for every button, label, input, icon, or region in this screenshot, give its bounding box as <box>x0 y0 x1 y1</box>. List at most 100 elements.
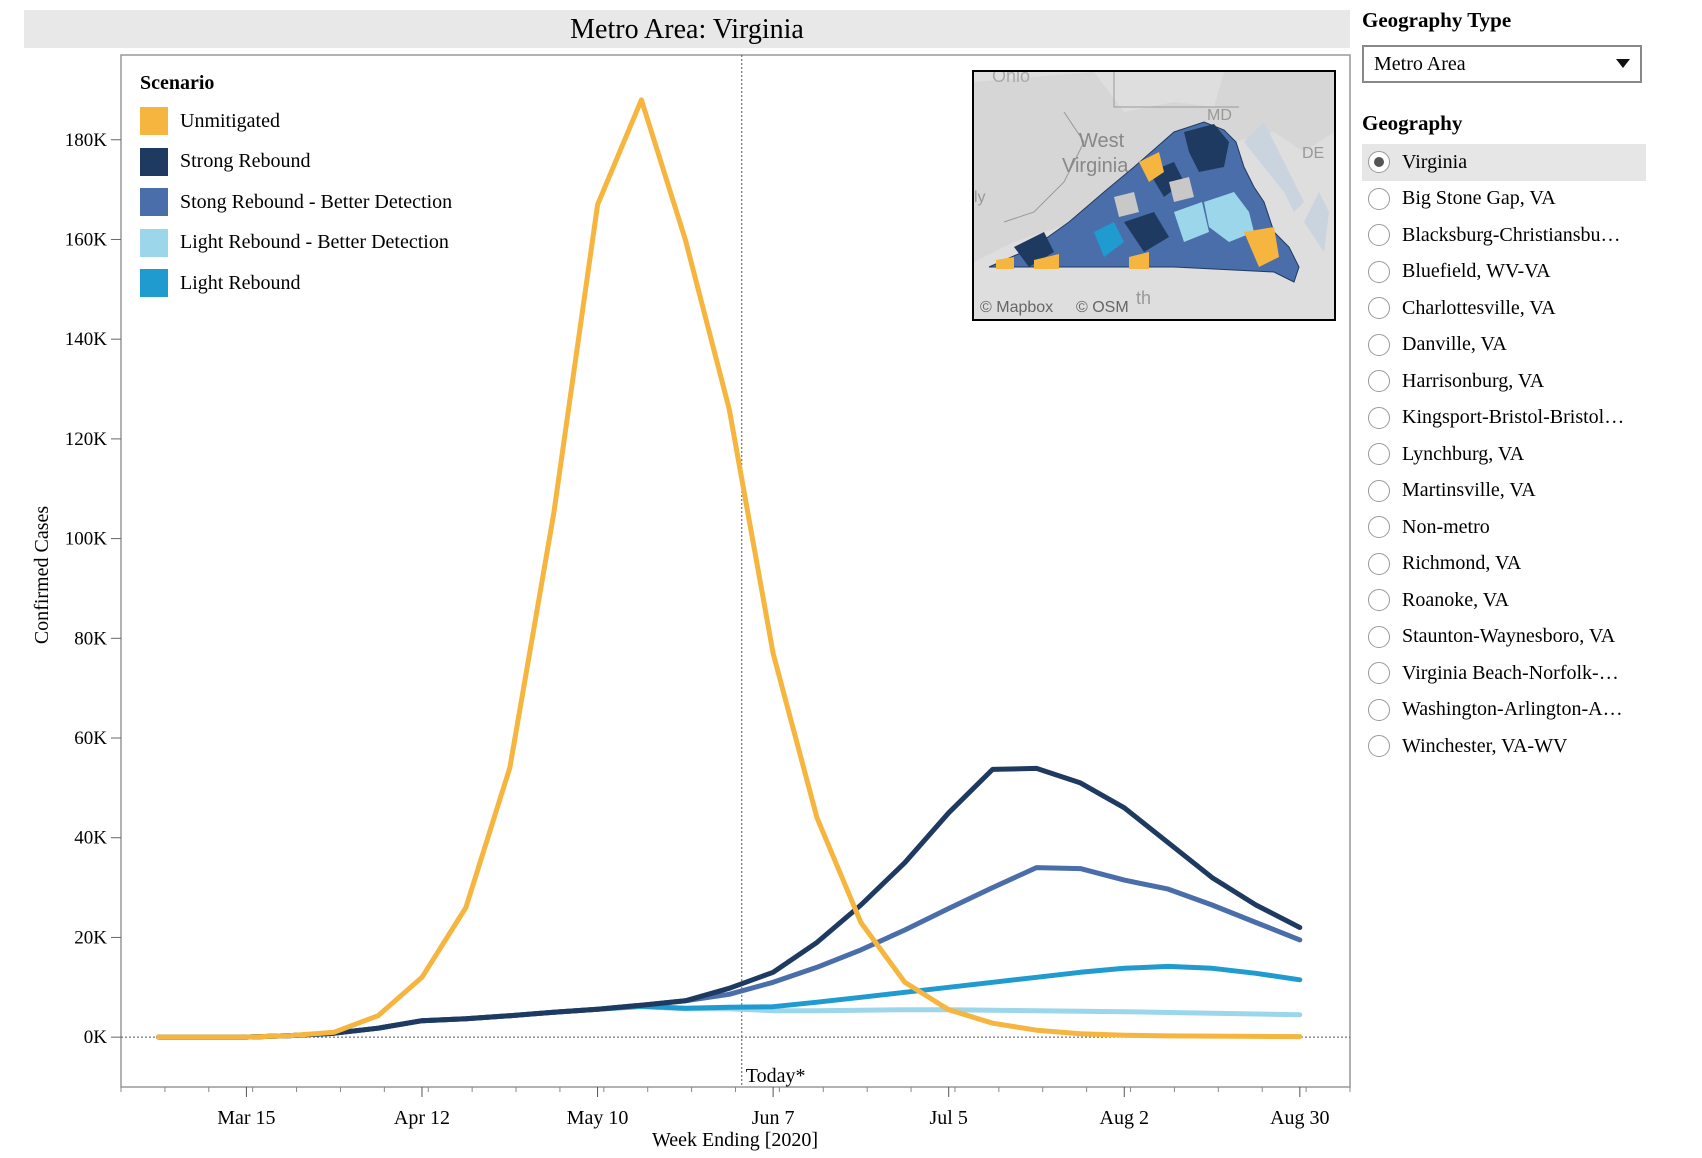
geography-radio-list: Virginia Big Stone Gap, VA Blacksburg-Chri… <box>1362 144 1662 765</box>
x-axis: Mar 15 Apr 12 May 10 Jun 7 Jul 5 Aug 2 Aug 30 <box>120 1087 1351 1129</box>
geography-option[interactable]: Lynchburg, VA <box>1362 436 1646 473</box>
geography-option-label: Virginia Beach-Norfolk-… <box>1402 661 1619 684</box>
mapbox-attribution[interactable]: © Mapbox <box>980 299 1053 316</box>
geography-type-dropdown[interactable]: Metro Area <box>1362 45 1642 83</box>
geography-option[interactable]: Martinsville, VA <box>1362 473 1646 510</box>
legend-label: Light Rebound <box>180 271 301 294</box>
y-tick-label: 100K <box>65 529 108 550</box>
radio-unchecked-icon[interactable] <box>1368 662 1390 685</box>
radio-checked-icon[interactable] <box>1368 151 1390 174</box>
geography-option-label: Kingsport-Bristol-Bristol… <box>1402 406 1625 429</box>
radio-unchecked-icon[interactable] <box>1368 297 1390 320</box>
y-axis: 0K 20K 40K 60K 80K 100K 120K 140K 160K 180K <box>65 130 1350 1048</box>
legend-label: Unmitigated <box>180 109 280 132</box>
x-tick-label: Jun 7 <box>752 1107 795 1129</box>
geography-option-label: Lynchburg, VA <box>1402 442 1525 465</box>
y-tick-label: 180K <box>65 130 108 151</box>
legend-title: Scenario <box>140 72 215 94</box>
geography-option-label: Danville, VA <box>1402 333 1507 356</box>
map-label-md: MD <box>1207 107 1232 124</box>
y-tick-label: 80K <box>74 628 107 649</box>
geography-option-label: Virginia <box>1402 150 1468 173</box>
geography-option[interactable]: Roanoke, VA <box>1362 582 1646 619</box>
chevron-down-icon <box>1616 59 1630 68</box>
y-tick-label: 160K <box>65 229 108 250</box>
osm-attribution[interactable]: © OSM <box>1076 299 1129 316</box>
radio-unchecked-icon[interactable] <box>1368 589 1390 612</box>
radio-unchecked-icon[interactable] <box>1368 224 1390 247</box>
legend-swatch <box>140 228 168 257</box>
radio-unchecked-icon[interactable] <box>1368 333 1390 356</box>
radio-unchecked-icon[interactable] <box>1368 479 1390 502</box>
legend-swatch <box>140 188 168 217</box>
radio-unchecked-icon[interactable] <box>1368 187 1390 210</box>
geography-option[interactable]: Winchester, VA-WV <box>1362 728 1646 765</box>
legend-item[interactable]: Strong Rebound <box>140 142 452 183</box>
map-inset[interactable]: Ohio MD West Virginia DE ly th © Mapbox … <box>972 70 1336 321</box>
geography-option-label: Roanoke, VA <box>1402 588 1510 611</box>
geography-option-label: Winchester, VA-WV <box>1402 734 1568 757</box>
y-tick-label: 20K <box>74 927 107 948</box>
geography-option[interactable]: Washington-Arlington-A… <box>1362 692 1646 729</box>
map-label-virginia: Virginia <box>1062 155 1129 177</box>
x-tick-label: May 10 <box>567 1107 629 1129</box>
map-label-ly: ly <box>974 189 986 206</box>
geography-option[interactable]: Virginia <box>1362 144 1646 181</box>
radio-unchecked-icon[interactable] <box>1368 443 1390 466</box>
radio-unchecked-icon[interactable] <box>1368 552 1390 575</box>
virginia-map: Ohio MD West Virginia DE ly th © Mapbox … <box>974 72 1334 319</box>
legend-item[interactable]: Stong Rebound - Better Detection <box>140 182 452 223</box>
radio-unchecked-icon[interactable] <box>1368 735 1390 758</box>
geography-option[interactable]: Staunton-Waynesboro, VA <box>1362 619 1646 656</box>
geography-option[interactable]: Big Stone Gap, VA <box>1362 181 1646 218</box>
geography-option-label: Staunton-Waynesboro, VA <box>1402 625 1616 648</box>
map-label-west: West <box>1079 130 1125 152</box>
y-tick-label: 140K <box>65 329 108 350</box>
geography-option[interactable]: Non-metro <box>1362 509 1646 546</box>
y-tick-label: 40K <box>74 828 107 849</box>
x-axis-title: Week Ending [2020] <box>652 1129 818 1151</box>
radio-unchecked-icon[interactable] <box>1368 625 1390 648</box>
geography-option-label: Charlottesville, VA <box>1402 296 1556 319</box>
map-label-th: th <box>1136 288 1151 308</box>
geography-option-label: Blacksburg-Christiansbu… <box>1402 223 1621 246</box>
series-line-strong-rebound <box>156 765 1303 1040</box>
y-tick-label: 120K <box>65 429 108 450</box>
geography-type-value: Metro Area <box>1374 52 1466 75</box>
geography-option[interactable]: Virginia Beach-Norfolk-… <box>1362 655 1646 692</box>
geography-option[interactable]: Harrisonburg, VA <box>1362 363 1646 400</box>
legend-label: Light Rebound - Better Detection <box>180 231 449 254</box>
radio-unchecked-icon[interactable] <box>1368 406 1390 429</box>
geography-option-label: Martinsville, VA <box>1402 479 1536 502</box>
geography-option-label: Big Stone Gap, VA <box>1402 187 1556 210</box>
legend: Scenario Unmitigated Strong Rebound Stong … <box>140 72 452 304</box>
legend-label: Stong Rebound - Better Detection <box>180 190 453 213</box>
radio-unchecked-icon[interactable] <box>1368 260 1390 283</box>
geography-option[interactable]: Kingsport-Bristol-Bristol… <box>1362 400 1646 437</box>
radio-unchecked-icon[interactable] <box>1368 698 1390 721</box>
geography-option[interactable]: Danville, VA <box>1362 327 1646 364</box>
geography-option[interactable]: Charlottesville, VA <box>1362 290 1646 327</box>
x-tick-label: Apr 12 <box>394 1107 450 1129</box>
legend-swatch <box>140 269 168 298</box>
geography-option[interactable]: Bluefield, WV-VA <box>1362 254 1646 291</box>
series-line-unmitigated <box>156 97 1303 1040</box>
legend-label: Strong Rebound <box>180 150 311 173</box>
radio-unchecked-icon[interactable] <box>1368 516 1390 539</box>
series-lines <box>156 97 1303 1040</box>
radio-unchecked-icon[interactable] <box>1368 370 1390 393</box>
x-tick-label: Aug 30 <box>1270 1107 1329 1129</box>
legend-item[interactable]: Light Rebound <box>140 263 452 304</box>
geography-type-heading: Geography Type <box>1362 8 1512 32</box>
today-reference: Today* <box>741 55 805 1087</box>
legend-item[interactable]: Unmitigated <box>140 101 452 142</box>
geography-option[interactable]: Blacksburg-Christiansbu… <box>1362 217 1646 254</box>
geography-heading: Geography <box>1362 111 1463 135</box>
geography-option-label: Harrisonburg, VA <box>1402 369 1545 392</box>
geography-option-label: Richmond, VA <box>1402 552 1522 575</box>
geography-option[interactable]: Richmond, VA <box>1362 546 1646 583</box>
x-tick-label: Jul 5 <box>930 1107 968 1129</box>
map-label-ohio: Ohio <box>992 72 1030 86</box>
legend-item[interactable]: Light Rebound - Better Detection <box>140 223 452 264</box>
